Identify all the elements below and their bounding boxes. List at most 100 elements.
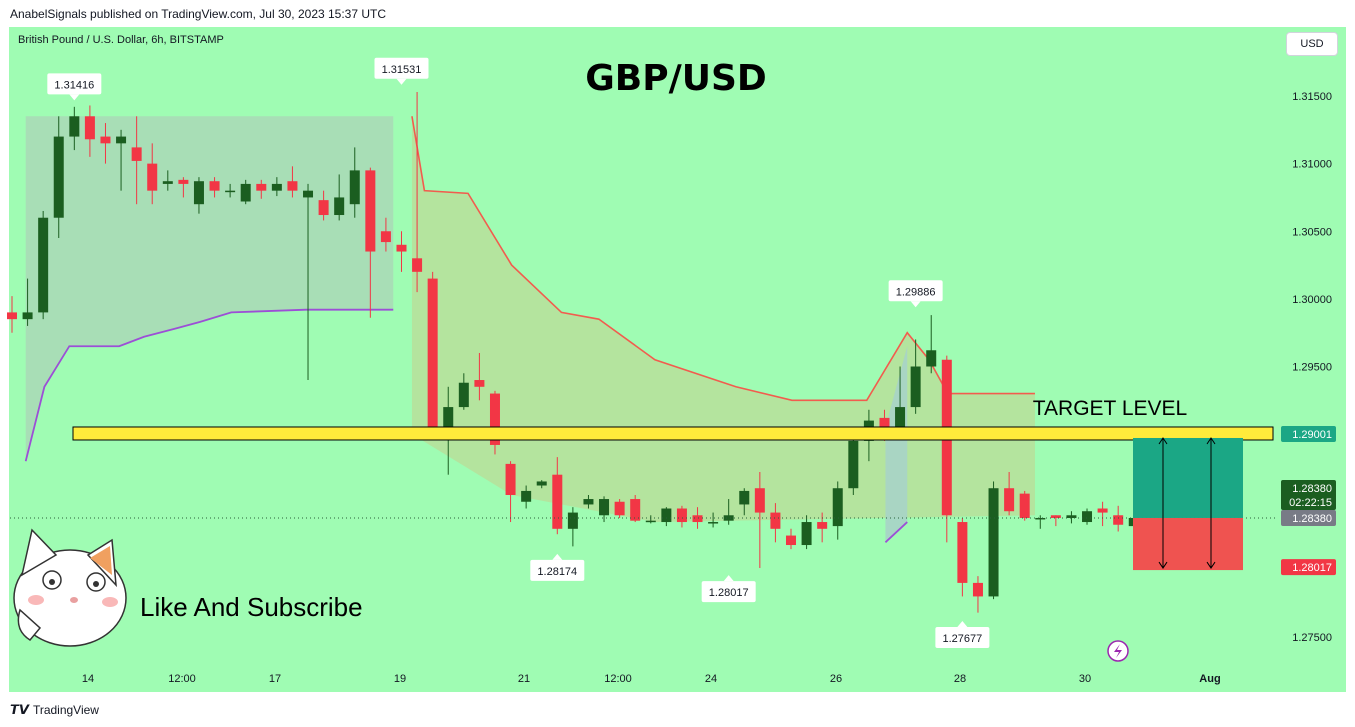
trail-line	[24, 308, 394, 462]
candle-body	[303, 190, 314, 198]
currency-button[interactable]: USD	[1286, 32, 1338, 56]
candle-body	[225, 190, 236, 193]
candle-body	[1082, 511, 1093, 523]
candle-body	[474, 380, 485, 387]
candle-body	[723, 515, 734, 521]
resistance-cloud	[411, 116, 1035, 523]
candle-body	[972, 582, 983, 597]
x-tick-label: 28	[954, 673, 966, 685]
candle-body	[69, 116, 80, 137]
candle-body	[661, 508, 672, 523]
lightning-bolt	[1114, 644, 1122, 658]
candle-body	[583, 499, 594, 505]
candle-body	[396, 244, 407, 252]
candle-body	[53, 136, 64, 218]
callout-pointer	[910, 301, 921, 308]
candle-body	[895, 407, 906, 428]
x-tick-label: 24	[705, 673, 717, 685]
footer-logo-text: TradingView	[32, 703, 99, 717]
candle-body	[1097, 508, 1108, 513]
callout-box	[701, 581, 756, 603]
callout-pointer	[396, 78, 407, 85]
candle-body	[879, 417, 890, 428]
candle-body	[739, 490, 750, 505]
target-price-label-bg	[1281, 425, 1336, 442]
x-tick-label: 17	[269, 673, 281, 685]
axes: 1.31500 1.31000 1.30500 1.30000 1.29500 1.275…	[82, 91, 1336, 685]
candle-body	[801, 522, 812, 546]
y-tick-label: 1.31500	[1292, 91, 1332, 103]
candle-body	[957, 522, 968, 583]
candle-body	[318, 200, 329, 216]
candle-body	[926, 350, 937, 367]
candle-body	[599, 499, 610, 516]
candle-body	[505, 463, 516, 495]
x-tick-label: 12:00	[168, 673, 196, 685]
x-tick-label: 14	[82, 673, 94, 685]
y-tick-label: 1.31000	[1292, 159, 1332, 171]
callout-box	[530, 559, 585, 581]
candle-body	[1050, 515, 1061, 518]
support-cloud	[25, 116, 394, 462]
candle-body	[443, 407, 454, 435]
price-callout: 1.28174	[530, 553, 585, 581]
candle-body	[848, 440, 859, 489]
candle-body	[334, 197, 345, 216]
candle-body	[567, 512, 578, 529]
tradingview-logo-icon: 𝙏𝙑	[10, 702, 29, 717]
callout-text: 1.28017	[709, 587, 749, 599]
arrow-head-icon	[1158, 437, 1168, 569]
callout-pointer	[957, 621, 968, 628]
cat-blush	[102, 597, 118, 607]
candle-body	[240, 183, 251, 202]
profit-zone	[1133, 437, 1243, 518]
callout-text: 1.27677	[942, 633, 982, 645]
countdown-label: 02:22:15	[1289, 497, 1332, 509]
y-tick-label: 1.30500	[1292, 226, 1332, 238]
candle-body	[412, 258, 423, 272]
candle-body	[287, 181, 298, 191]
footer: 𝙏𝙑 TradingView	[10, 702, 99, 718]
candle-body	[770, 512, 781, 529]
candle-body	[708, 522, 719, 524]
target-level-label: TARGET LEVEL	[1033, 397, 1187, 420]
loss-zone	[1133, 517, 1243, 571]
price-callout: 1.28017	[701, 575, 756, 603]
candle-body	[458, 382, 469, 408]
y-tick-label: 1.30000	[1292, 294, 1332, 306]
price-callout: 1.31416	[47, 73, 102, 101]
target-price-label: 1.29001	[1292, 429, 1332, 441]
trail-line-2	[884, 521, 908, 543]
target-level-band	[72, 426, 1274, 441]
candle-body	[116, 136, 127, 144]
candle-body	[178, 179, 189, 184]
price-callout: 1.27677	[935, 621, 990, 649]
candle-body	[1113, 515, 1124, 525]
candle-body	[1035, 517, 1046, 520]
cat-pupil-left	[49, 579, 55, 585]
stop-price-label-bg	[1281, 559, 1336, 576]
cat-pupil-right	[93, 581, 99, 587]
callout-box	[374, 57, 429, 79]
candle-body	[614, 501, 625, 516]
cat-paw	[17, 608, 42, 641]
candle-body	[910, 366, 921, 408]
price-callout: 1.29886	[888, 280, 943, 308]
overlay: 1.31416 1.31531 1.28174 1.28017 1.29886 1.276…	[10, 57, 1278, 662]
candle-body	[489, 393, 500, 445]
x-tick-label: 26	[830, 673, 842, 685]
candle-body	[256, 183, 267, 191]
candle-body	[754, 488, 765, 513]
candle-body	[349, 170, 360, 205]
candle-body	[147, 163, 158, 191]
callout-pointer	[552, 553, 563, 560]
candle-body	[692, 515, 703, 523]
published-header: AnabelSignals published on TradingView.c…	[10, 7, 387, 21]
candle-body	[521, 490, 532, 502]
candle-body	[100, 136, 111, 144]
x-tick-label: 30	[1079, 673, 1091, 685]
candle-body	[365, 170, 376, 252]
candle-body	[427, 278, 438, 435]
x-tick-label: 19	[394, 673, 406, 685]
